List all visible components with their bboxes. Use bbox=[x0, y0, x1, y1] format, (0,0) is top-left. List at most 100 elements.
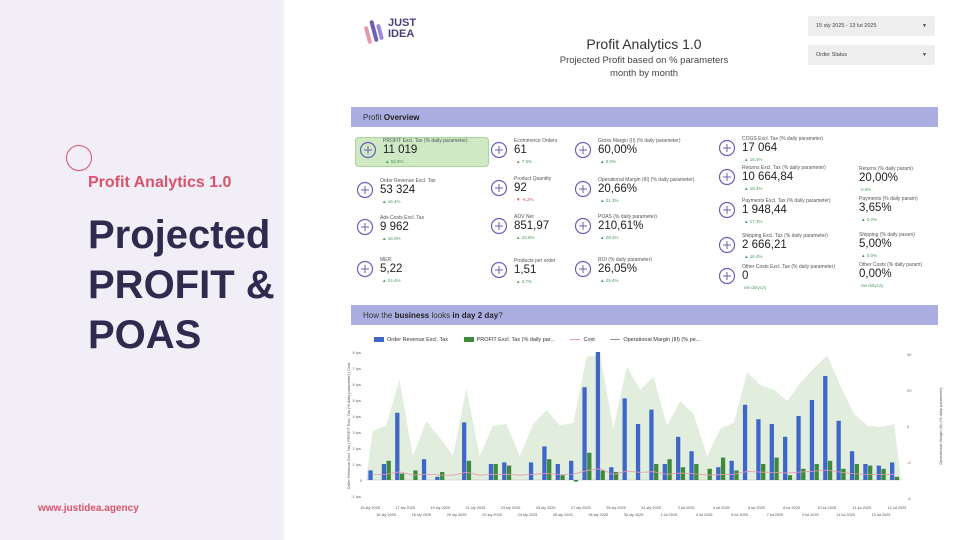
legend-swatch bbox=[374, 337, 384, 343]
metric-change: ▲ 23.8% bbox=[516, 235, 535, 240]
metric-label: PROFIT Excl. Tax (% daily parameter) bbox=[383, 138, 468, 144]
metric-change: ▲ 52.8% bbox=[385, 159, 404, 164]
y-axis-label-left: Order Revenue Excl. Tax | PROFIT Excl. T… bbox=[346, 362, 351, 490]
x-tick-label: 6 lut 2025 bbox=[748, 506, 765, 510]
revenue-bar bbox=[435, 476, 440, 480]
metric-label: AOV Net bbox=[514, 214, 534, 220]
headline-line-3: POAS bbox=[88, 313, 202, 357]
x-tick-label: 1 lut 2025 bbox=[661, 513, 678, 517]
x-tick-label: 13 lut 2025 bbox=[872, 513, 891, 517]
metric-value: 2 666,21 bbox=[742, 239, 787, 251]
metric-value: 0,00% bbox=[859, 268, 892, 280]
revenue-bar bbox=[368, 470, 373, 480]
revenue-bar bbox=[796, 416, 801, 480]
business-bold-2: in day 2 day bbox=[452, 311, 499, 320]
x-tick-label: 12 lut 2025 bbox=[888, 506, 907, 510]
revenue-bar bbox=[676, 436, 681, 480]
x-tick-label: 5 lut 2025 bbox=[731, 513, 748, 517]
revenue-bar bbox=[863, 464, 868, 480]
profit-bar bbox=[600, 470, 605, 480]
metric-change: ▲ 3.7% bbox=[516, 279, 532, 284]
legend-label: Operational Margin (III) (% pe... bbox=[623, 337, 701, 343]
profit-bar bbox=[399, 473, 405, 480]
profit-bar bbox=[613, 472, 619, 480]
y-tick-left: 1 tys. bbox=[352, 462, 362, 467]
metric-change: ▼ -6.2% bbox=[516, 197, 534, 202]
revenue-bar bbox=[890, 462, 895, 480]
revenue-bar bbox=[783, 436, 788, 480]
money-coin-icon bbox=[359, 141, 377, 159]
legend-label: Cost bbox=[583, 337, 595, 343]
profit-bar bbox=[560, 475, 565, 480]
metric-change: ▲ 16.4% bbox=[744, 157, 763, 162]
legend-swatch bbox=[570, 339, 581, 341]
metric-label: Ads Costs Excl. Tax bbox=[380, 215, 425, 221]
dashboard-panel: JUST IDEA Profit Analytics 1.0 Projected… bbox=[284, 0, 960, 540]
shipping-icon bbox=[718, 236, 736, 254]
revenue-bar bbox=[769, 424, 774, 480]
y-tick-left: 6 tys. bbox=[352, 382, 362, 387]
metric-label: Order Revenue Excl. Tax bbox=[380, 178, 436, 184]
y-tick-right: -2 bbox=[907, 460, 911, 465]
metric-label: Returns (% daily param) bbox=[859, 166, 913, 172]
profit-highlight bbox=[355, 137, 489, 167]
headline-line-2: PROFIT & bbox=[88, 263, 275, 307]
metric-change: nie dotyczy bbox=[861, 283, 884, 288]
order-status-filter[interactable]: Order Status ▼ bbox=[808, 45, 935, 65]
profit-bar bbox=[854, 464, 859, 480]
metric-change: nie dotyczy bbox=[744, 285, 767, 290]
revenue-bar bbox=[742, 404, 748, 480]
aov-icon bbox=[490, 217, 508, 235]
profit-bar bbox=[440, 472, 445, 480]
product-box-icon bbox=[490, 179, 508, 197]
profit-bar bbox=[386, 460, 391, 480]
revenue-bar bbox=[823, 376, 828, 480]
metric-change: ▲ 17.4% bbox=[744, 219, 763, 224]
y-tick-left: -1 tys. bbox=[351, 494, 362, 499]
y-tick-right: 0 bbox=[907, 424, 910, 429]
x-tick-label: 26 sty 2025 bbox=[553, 513, 573, 517]
metric-change: ▲ 16.4% bbox=[744, 186, 763, 191]
metric-label: Gross Margin (II) (% daily parameter) bbox=[598, 138, 681, 144]
operational-margin-icon bbox=[574, 180, 592, 198]
metric-change: ▲ 0.0% bbox=[861, 217, 877, 222]
metric-label: ROI (% daily parameter) bbox=[598, 257, 652, 263]
y-tick-left: 8 tys. bbox=[352, 350, 362, 355]
x-tick-label: 24 sty 2025 bbox=[518, 513, 538, 517]
overview-prefix: Profit bbox=[363, 113, 384, 122]
x-tick-label: 22 sty 2025 bbox=[482, 513, 502, 517]
other-costs-icon bbox=[718, 267, 736, 285]
metric-change: ▲ 29.4% bbox=[600, 235, 619, 240]
revenue-bar bbox=[488, 464, 494, 480]
metric-value: 1,51 bbox=[514, 264, 537, 276]
revenue-bar bbox=[595, 352, 601, 480]
profit-bar bbox=[466, 460, 472, 480]
revenue-bar bbox=[876, 465, 881, 480]
dashboard-subtitle-line-1: Projected Profit based on % parameters bbox=[559, 55, 729, 66]
legend-swatch bbox=[610, 339, 621, 341]
metric-change: ▲ 29.4% bbox=[600, 278, 619, 283]
products-per-order-icon bbox=[490, 261, 508, 279]
metric-change: ▲ 0.0% bbox=[600, 159, 616, 164]
x-tick-label: 17 sty 2025 bbox=[395, 506, 415, 510]
revenue-bar bbox=[809, 400, 815, 480]
x-tick-label: 7 lut 2025 bbox=[767, 513, 784, 517]
logo-text: JUST IDEA bbox=[388, 18, 416, 40]
dropdown-caret-icon: ▼ bbox=[922, 52, 927, 58]
chart-legend: Order Revenue Excl. Tax PROFIT Excl. Tax… bbox=[374, 337, 714, 343]
metric-value: 26,05% bbox=[598, 263, 638, 275]
metric-change: ▲ 7.5% bbox=[516, 159, 532, 164]
metric-label: Shipping (% daily param) bbox=[859, 232, 915, 238]
metric-value: 17 064 bbox=[742, 142, 778, 154]
date-range-selector[interactable]: 15 sty 2025 - 13 lut 2025 ▼ bbox=[808, 16, 935, 36]
metric-label: COGS Excl. Tax (% daily parameter) bbox=[742, 136, 824, 142]
metric-label: Payments (% daily param) bbox=[859, 196, 918, 202]
cogs-icon bbox=[718, 139, 736, 157]
website-link[interactable]: www.justidea.agency bbox=[38, 503, 139, 514]
promo-panel: Profit Analytics 1.0 Projected PROFIT & … bbox=[0, 0, 284, 540]
dashboard-subtitle: Projected Profit based on % parameters m… bbox=[534, 54, 754, 80]
poas-icon bbox=[574, 217, 592, 235]
payments-icon bbox=[718, 201, 736, 219]
profit-bar bbox=[707, 468, 712, 480]
x-tick-label: 16 sty 2025 bbox=[376, 513, 396, 517]
